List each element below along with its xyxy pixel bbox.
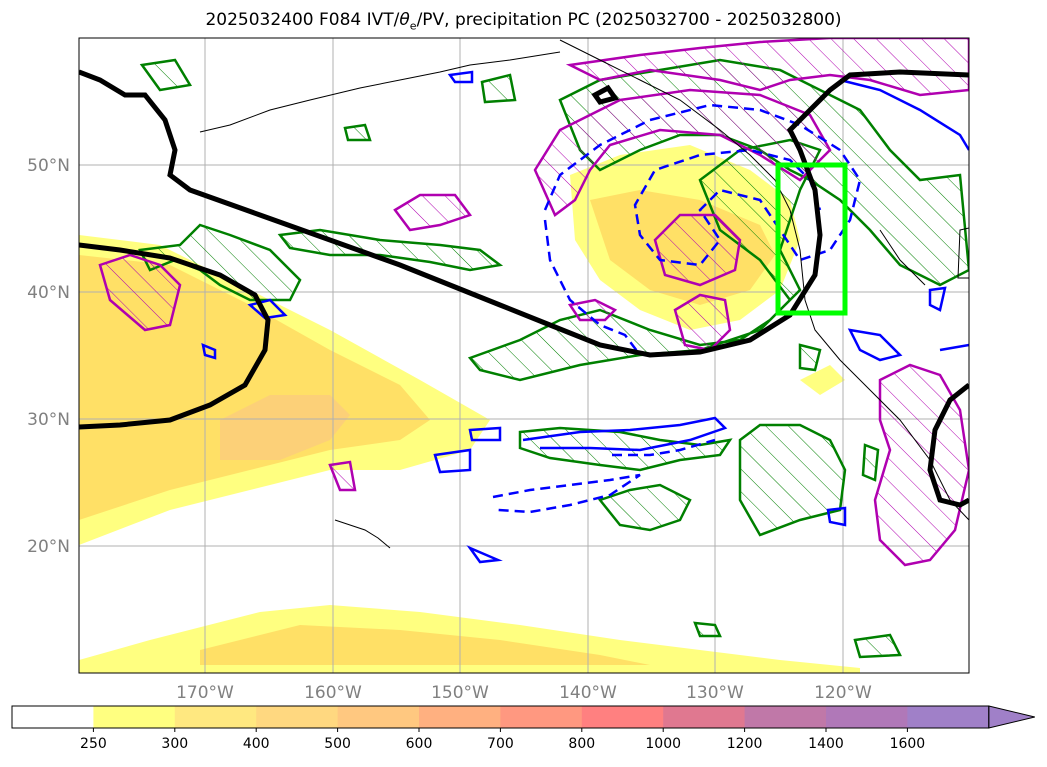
lat-label: 30°N — [27, 410, 70, 430]
colorbar-segment — [907, 706, 990, 728]
lat-label: 40°N — [27, 283, 70, 303]
ivt-band-south-inner — [200, 625, 650, 665]
colorbar-segment — [500, 706, 583, 728]
colorbar-tick-label: 700 — [487, 736, 514, 752]
colorbar: 250 300 400 500 600 700 800 1000 1200 1400 1600 — [11, 705, 1035, 752]
colorbar-segment — [12, 706, 94, 728]
lat-label: 50°N — [27, 156, 70, 176]
lat-label: 20°N — [27, 537, 70, 557]
colorbar-tick-label: 1400 — [808, 736, 844, 752]
colorbar-tick-label: 1600 — [890, 736, 926, 752]
colorbar-segment — [744, 706, 827, 728]
colorbar-segment — [663, 706, 746, 728]
colorbar-segment — [581, 706, 664, 728]
map-title: 2025032400 F084 IVT/θe/PV, precipitation… — [205, 10, 842, 33]
colorbar-tick-label: 600 — [406, 736, 433, 752]
ivt-band-pacific-core — [220, 395, 350, 460]
theta-e-contours — [201, 70, 969, 564]
colorbar-segment — [419, 706, 501, 728]
pv-contours — [98, 38, 969, 567]
lon-label: 150°W — [431, 683, 489, 703]
region-box — [775, 162, 848, 316]
colorbar-tick-label: 250 — [80, 736, 107, 752]
colorbar-extend-arrow — [988, 705, 1035, 729]
lon-label: 140°W — [559, 683, 617, 703]
gridlines — [79, 38, 969, 673]
lon-label: 130°W — [686, 683, 744, 703]
pv-thick-contour — [79, 69, 969, 508]
longitude-labels: 170°W 160°W 150°W 140°W 130°W 120°W — [176, 683, 872, 703]
latitude-labels: 50°N 40°N 30°N 20°N — [27, 156, 70, 557]
colorbar-segment — [256, 706, 339, 728]
colorbar-tick-label: 1200 — [727, 736, 763, 752]
colorbar-tick-label: 800 — [568, 736, 595, 752]
coastlines — [199, 39, 969, 549]
lon-label: 160°W — [304, 683, 362, 703]
lon-label: 120°W — [814, 683, 872, 703]
lon-label: 170°W — [176, 683, 234, 703]
colorbar-tick-label: 1000 — [645, 736, 681, 752]
colorbar-tick-label: 300 — [161, 736, 188, 752]
colorbar-tick-label: 500 — [324, 736, 351, 752]
colorbar-segment — [174, 706, 257, 728]
colorbar-segment — [826, 706, 908, 728]
colorbar-segment — [93, 706, 176, 728]
colorbar-tick-label: 400 — [243, 736, 270, 752]
colorbar-segment — [337, 706, 420, 728]
map-frame — [78, 37, 970, 674]
ivt-band-mexico — [800, 365, 845, 395]
